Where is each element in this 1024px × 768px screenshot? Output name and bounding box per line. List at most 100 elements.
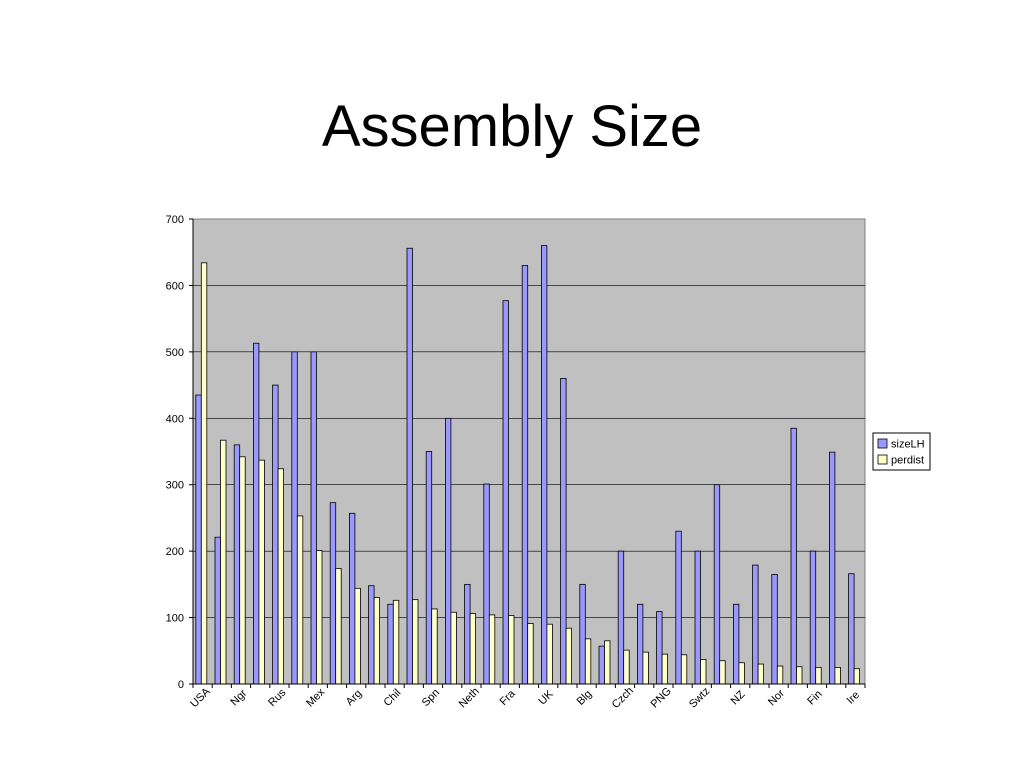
y-tick-label: 300 — [166, 480, 184, 492]
bar-perdist — [296, 515, 304, 685]
bar-sizeLH — [464, 583, 471, 685]
bar-perdist — [258, 459, 265, 685]
slide-title: Assembly Size — [321, 94, 703, 159]
bar-sizeLH — [790, 427, 797, 685]
bar-perdist — [335, 568, 342, 685]
bar-perdist — [392, 599, 400, 685]
x-tick-label: Czch — [610, 685, 636, 711]
x-tick-label: Spn — [420, 687, 442, 709]
bar-sizeLH — [675, 530, 682, 685]
bar-perdist — [220, 439, 227, 685]
x-tick-label: UK — [536, 688, 556, 708]
bar-perdist — [469, 613, 477, 685]
bar-sizeLH — [541, 245, 548, 685]
bar-perdist — [680, 654, 688, 685]
bar-perdist — [776, 665, 784, 685]
bar-sizeLH — [829, 451, 836, 685]
x-tick-label: USA — [188, 685, 213, 710]
bar-sizeLH — [617, 550, 625, 685]
y-tick-label: 400 — [166, 413, 184, 425]
legend-swatch-sizeLH — [877, 438, 888, 449]
y-tick-label: 0 — [178, 679, 184, 691]
bar-perdist — [719, 660, 726, 685]
bar-sizeLH — [348, 512, 356, 685]
bar-perdist — [757, 663, 764, 685]
bar-sizeLH — [252, 342, 260, 685]
bar-sizeLH — [656, 611, 663, 685]
bar-perdist — [738, 662, 745, 685]
bar-sizeLH — [713, 484, 721, 685]
bar-sizeLH — [521, 265, 529, 685]
x-tick-label: Chil — [382, 687, 404, 709]
bar-perdist — [508, 615, 515, 685]
bar-sizeLH — [579, 583, 586, 685]
x-tick-label: Ngr — [228, 687, 249, 708]
bar-perdist — [546, 623, 553, 685]
legend-swatch-perdist — [877, 454, 888, 465]
bar-perdist — [277, 468, 285, 685]
bar-perdist — [796, 666, 803, 685]
bar-perdist — [623, 649, 630, 685]
bar-sizeLH — [195, 394, 202, 685]
bar-perdist — [661, 653, 668, 685]
bar-perdist — [565, 627, 572, 685]
bar-perdist — [488, 614, 496, 685]
bar-sizeLH — [848, 573, 855, 685]
bar-sizeLH — [272, 384, 279, 685]
bar-perdist — [834, 666, 841, 685]
x-tick-label: PNG — [649, 685, 674, 710]
y-tick-label: 100 — [166, 613, 184, 625]
bar-sizeLH — [329, 502, 337, 685]
y-tick-label: 700 — [166, 214, 184, 226]
x-tick-label: Ire — [844, 689, 862, 707]
y-tick-label: 600 — [166, 280, 184, 292]
bar-sizeLH — [291, 351, 298, 685]
bar-perdist — [450, 611, 457, 685]
bar-sizeLH — [752, 564, 759, 685]
x-tick-label: Fin — [805, 688, 824, 707]
bar-sizeLH — [214, 536, 221, 685]
bar-perdist — [853, 668, 860, 685]
bar-sizeLH — [444, 417, 452, 685]
x-tick-label: Arg — [344, 688, 365, 709]
bar-sizeLH — [233, 444, 241, 685]
bar-perdist — [373, 597, 381, 685]
bar-sizeLH — [387, 603, 394, 685]
bar-perdist — [642, 651, 649, 685]
bar-sizeLH — [809, 550, 817, 685]
bar-sizeLH — [560, 378, 567, 685]
bar-perdist — [316, 550, 323, 685]
bar-perdist — [239, 456, 246, 685]
bar-sizeLH — [733, 603, 740, 685]
x-tick-label: Blg — [575, 688, 595, 708]
bar-sizeLH — [310, 351, 317, 685]
bar-perdist — [584, 638, 592, 685]
bar-sizeLH — [598, 645, 605, 685]
x-tick-label: Fra — [498, 687, 519, 708]
bar-perdist — [815, 666, 822, 685]
bar-sizeLH — [425, 451, 433, 685]
bar-perdist — [431, 608, 438, 685]
bar-sizeLH — [771, 573, 778, 685]
bar-sizeLH — [406, 247, 413, 685]
x-tick-label: Rus — [266, 686, 289, 709]
x-tick-label: Mex — [304, 686, 328, 710]
bar-perdist — [200, 262, 208, 685]
bar-sizeLH — [502, 300, 509, 685]
x-tick-label: Nor — [766, 687, 787, 708]
legend-label-perdist: perdist — [891, 455, 924, 467]
x-tick-label: Neth — [457, 685, 482, 710]
bar-sizeLH — [694, 550, 701, 685]
bar-sizeLH — [637, 603, 644, 685]
bar-sizeLH — [483, 483, 490, 685]
legend-label-sizeLH: sizeLH — [891, 439, 925, 451]
bar-sizeLH — [368, 585, 375, 685]
bar-perdist — [354, 587, 361, 685]
x-tick-label: Swtz — [687, 685, 712, 710]
y-tick-label: 500 — [166, 347, 184, 359]
x-tick-label: NZ — [729, 688, 748, 707]
bar-perdist — [604, 640, 611, 685]
y-tick-label: 200 — [166, 546, 184, 558]
bar-perdist — [700, 659, 707, 685]
bar-perdist — [527, 623, 534, 685]
